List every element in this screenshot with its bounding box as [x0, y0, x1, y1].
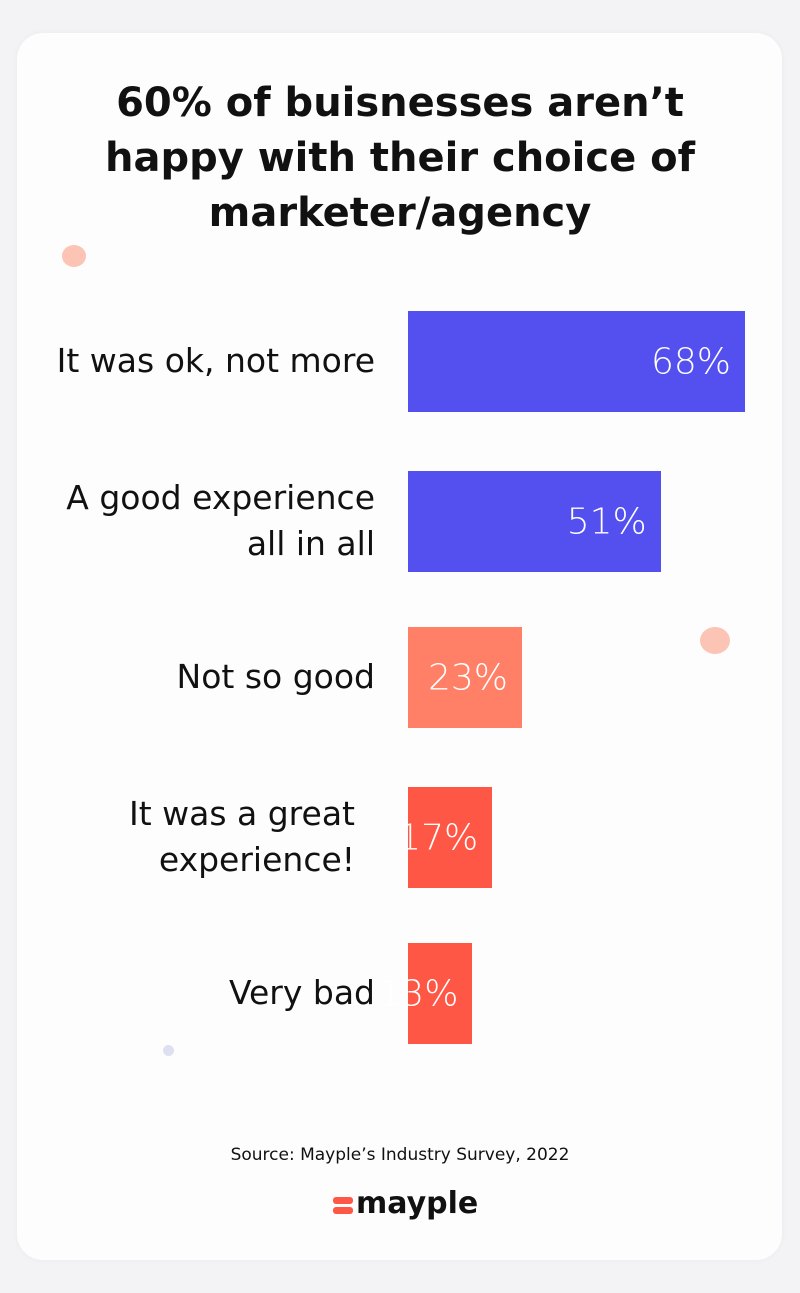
- bar: 68%: [408, 311, 745, 412]
- value-label: 51%: [566, 501, 647, 542]
- value-label: 68%: [650, 341, 731, 382]
- bar: 17%: [398, 787, 493, 888]
- category-label: It was ok, not more: [56, 341, 375, 380]
- decoration: [163, 1045, 174, 1056]
- decoration: [62, 245, 86, 267]
- decoration: [700, 627, 730, 654]
- brand: mayple: [356, 1186, 479, 1221]
- category-label: It was a great experience!: [128, 794, 355, 879]
- logo-icon: [333, 1197, 353, 1214]
- bar: 23%: [408, 627, 522, 728]
- category-label: Very bad: [228, 973, 375, 1012]
- value-label: 23%: [427, 657, 508, 698]
- category-label: Not so good: [176, 657, 375, 696]
- value-label: 17%: [398, 817, 479, 858]
- chart-title: 60% of buisnesses aren’t happy with thei…: [104, 80, 696, 236]
- category-label: A good experience all in all: [66, 478, 375, 563]
- bar: 51%: [408, 471, 661, 572]
- card: [17, 33, 782, 1260]
- value-label: 13%: [378, 973, 459, 1014]
- bar: 13%: [378, 943, 473, 1044]
- source: Source: Mayple’s Industry Survey, 2022: [230, 1145, 570, 1165]
